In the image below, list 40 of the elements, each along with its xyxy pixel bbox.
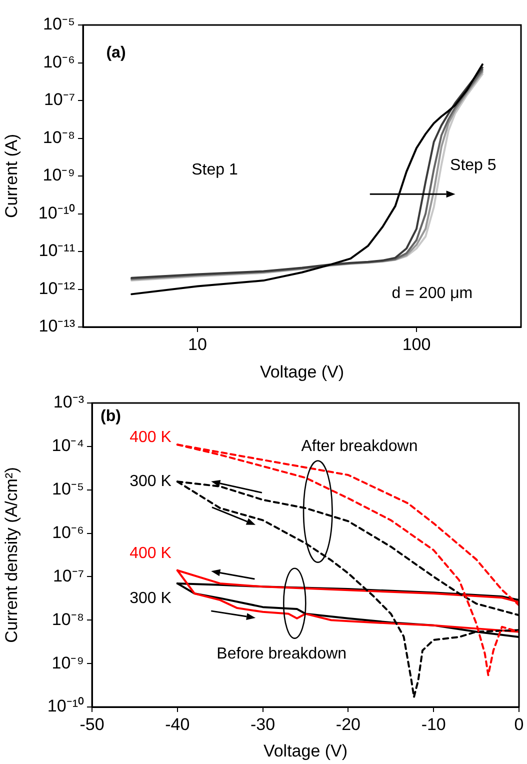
y-tick-label: 10⁻¹⁰ [47, 696, 84, 716]
y-tick-label: 10⁻⁸ [42, 128, 75, 147]
annotation: Before breakdown [216, 646, 347, 663]
y-tick-label: 10⁻¹¹ [38, 241, 76, 260]
y-axis-title: Current density (A/cm²) [2, 467, 21, 643]
annotation: (a) [106, 44, 126, 62]
x-tick-label: 100 [402, 334, 431, 354]
y-tick-label: 10⁻¹³ [38, 316, 76, 336]
y-tick-label: 10⁻³ [53, 392, 84, 412]
x-tick-label: 10 [188, 334, 207, 354]
annotation: Step 1 [192, 161, 238, 178]
y-tick-label: 10⁻⁷ [44, 90, 75, 110]
y-tick-label: 10⁻⁵ [52, 480, 84, 499]
y-tick-label: 10⁻¹⁰ [38, 203, 75, 222]
x-tick-label: -40 [165, 714, 190, 734]
series-label: 300 K [130, 590, 172, 607]
y-tick-label: 10⁻⁴ [52, 436, 84, 456]
y-tick-label: 10⁻⁷ [52, 566, 84, 586]
y-tick-label: 10⁻⁶ [52, 522, 84, 542]
y-tick-label: 10⁻⁹ [42, 166, 75, 185]
y-tick-label: 10⁻⁹ [52, 653, 84, 672]
x-tick-label: -30 [250, 714, 276, 734]
x-axis-title: Voltage (V) [260, 362, 344, 382]
y-tick-label: 10⁻⁵ [43, 14, 75, 34]
x-tick-label: -20 [336, 714, 360, 734]
x-tick-label: -50 [80, 714, 104, 734]
series-label: 300 K [130, 473, 172, 490]
y-axis-title: Current (A) [2, 134, 21, 218]
x-tick-label: 0 [514, 714, 524, 734]
y-tick-label: 10⁻¹² [38, 278, 76, 298]
series-label: 400 K [130, 544, 172, 562]
annotation: After breakdown [301, 438, 418, 455]
y-tick-label: 10⁻⁸ [52, 610, 84, 629]
x-tick-label: -10 [421, 714, 446, 734]
series-label: 400 K [130, 429, 172, 446]
annotation: d = 200 μm [392, 285, 473, 302]
y-tick-label: 10⁻⁶ [43, 52, 75, 72]
x-axis-title: Voltage (V) [263, 741, 348, 760]
annotation: Step 5 [450, 157, 496, 174]
annotation: (b) [100, 408, 121, 426]
